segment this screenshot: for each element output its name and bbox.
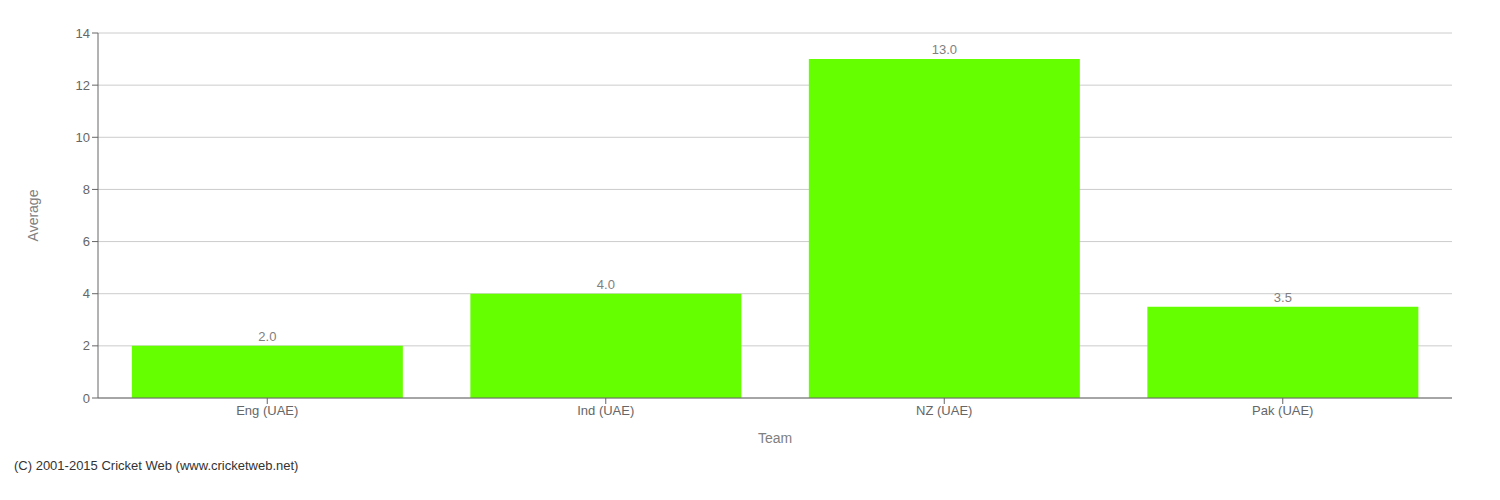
svg-text:10: 10 <box>76 130 90 145</box>
svg-text:8: 8 <box>83 182 90 197</box>
svg-text:Team: Team <box>758 430 792 446</box>
svg-text:Pak (UAE): Pak (UAE) <box>1252 403 1313 418</box>
svg-text:6: 6 <box>83 234 90 249</box>
svg-text:0: 0 <box>83 391 90 406</box>
svg-text:Ind (UAE): Ind (UAE) <box>577 403 634 418</box>
svg-text:13.0: 13.0 <box>932 42 957 57</box>
svg-text:Eng (UAE): Eng (UAE) <box>236 403 298 418</box>
svg-text:14: 14 <box>76 26 90 41</box>
svg-text:2: 2 <box>83 338 90 353</box>
html-text:(C) 2001-2015 Cricket Web (www: (C) 2001-2015 Cricket Web (www.cricketwe… <box>14 458 299 473</box>
svg-text:3.5: 3.5 <box>1274 290 1292 305</box>
svg-text:2.0: 2.0 <box>258 329 276 344</box>
svg-text:12: 12 <box>76 78 90 93</box>
svg-text:4: 4 <box>83 286 90 301</box>
svg-text:Average: Average <box>25 189 41 241</box>
svg-text:NZ (UAE): NZ (UAE) <box>916 403 972 418</box>
svg-text:4.0: 4.0 <box>597 277 615 292</box>
